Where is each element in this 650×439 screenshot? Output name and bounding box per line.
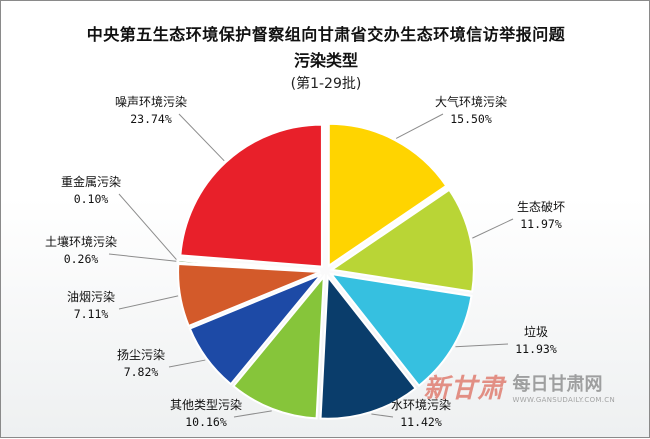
leader-line [178, 113, 225, 162]
slice-percent-label: 7.11% [74, 307, 109, 321]
slice-label: 重金属污染 [61, 174, 121, 189]
leader-line [395, 113, 444, 139]
pie-slice [232, 273, 325, 420]
slice-label: 油烟污染 [67, 289, 115, 304]
pie-slice [328, 272, 473, 388]
pie-slice [188, 273, 322, 386]
slice-percent-label: 11.93% [515, 342, 557, 356]
slice-labels: 大气环境污染 15.50% 生态破坏 11.97% 垃圾 11.93% 水环境污染 11.42… [45, 94, 565, 429]
slice-percent-label: 0.26% [64, 252, 99, 266]
pie-slice [177, 262, 321, 328]
leader-line [168, 359, 206, 368]
slice-label: 生态破坏 [517, 199, 565, 214]
pie-slice [179, 123, 323, 268]
slice-label: 其他类型污染 [170, 397, 242, 412]
slice-percent-label: 0.10% [74, 192, 109, 206]
slice-label: 扬尘污染 [117, 347, 165, 362]
pie-slice [329, 188, 475, 293]
slice-percent-label: 15.50% [450, 112, 492, 126]
slice-percent-label: 7.82% [124, 365, 159, 379]
leader-line [118, 193, 177, 260]
slice-label: 水环境污染 [391, 397, 451, 412]
slice-label: 土壤环境污染 [45, 234, 117, 249]
chart-title: 中央第五生态环境保护督察组向甘肃省交办生态环境信访举报问题 [86, 25, 566, 44]
leader-line [118, 295, 179, 310]
leader-line [233, 410, 272, 418]
pie-slice [319, 274, 417, 420]
leader-line [108, 253, 177, 262]
slice-percent-label: 11.42% [400, 415, 442, 429]
slice-percent-label: 10.16% [185, 415, 227, 429]
slice-label: 垃圾 [524, 324, 548, 339]
leader-line [371, 413, 394, 418]
leader-line [472, 218, 514, 239]
slice-label: 噪声环境污染 [115, 94, 187, 109]
pie-slices [177, 122, 475, 420]
slice-percent-label: 11.97% [520, 217, 562, 231]
slice-percent-label: 23.74% [130, 112, 172, 126]
pie-slice [177, 258, 321, 272]
leader-line [455, 343, 509, 348]
slice-label: 大气环境污染 [435, 94, 507, 109]
leader-lines [108, 113, 514, 418]
chart-subtitle: 污染类型 [293, 51, 358, 70]
chart-note: (第1-29批) [290, 76, 362, 92]
pie-slice [327, 122, 448, 268]
